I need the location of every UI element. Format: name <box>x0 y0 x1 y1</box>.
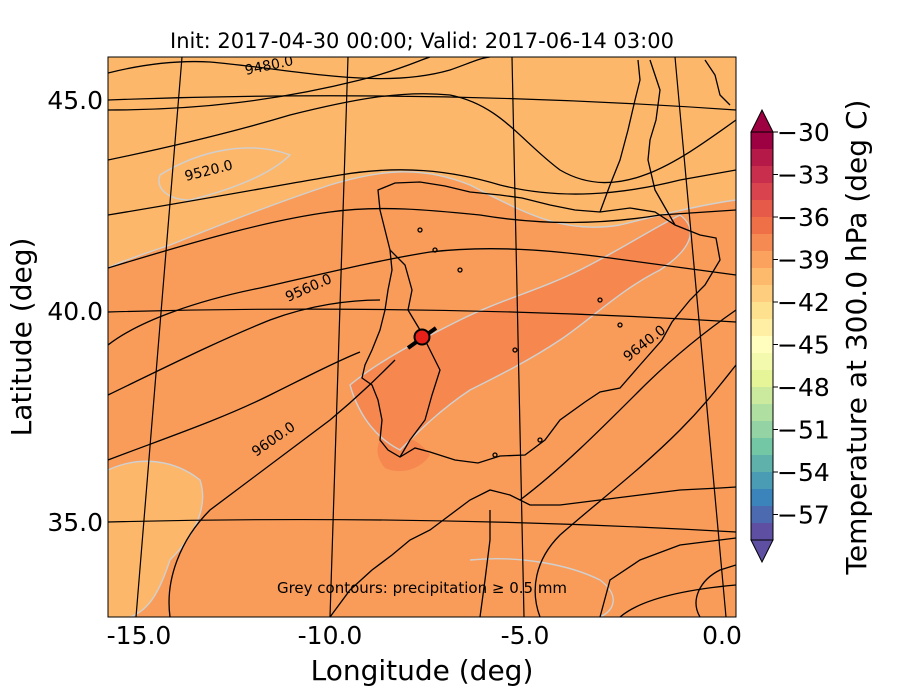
colorbar-frame <box>750 131 774 541</box>
y-tick-label: 35.0 <box>47 508 103 537</box>
colorbar-tick-label: −45 <box>777 331 830 360</box>
colorbar-swatch <box>751 472 773 490</box>
colorbar-tick-label: −48 <box>777 373 830 402</box>
colorbar-swatch <box>751 336 773 354</box>
precipitation-contours <box>108 147 736 617</box>
colorbar-label: Temperature at 300.0 hPa (deg C) <box>840 100 873 576</box>
morocco-border <box>479 510 491 617</box>
colorbar-tick-label: −42 <box>777 288 830 317</box>
meridian-5w <box>511 57 525 617</box>
north-africa-coast <box>329 486 736 617</box>
pyrenees-border <box>647 59 676 226</box>
precipitation-annotation: Grey contours: precipitation ≥ 0.5 mm <box>277 579 567 597</box>
algeria-border <box>599 537 736 617</box>
colorbar: −30 −33 −36 −39 −42 −45 −48 −51 −54 −57 <box>750 108 830 564</box>
y-axis-label: Latitude (deg) <box>5 238 38 437</box>
colorbar-swatch <box>751 455 773 473</box>
colorbar-tick-label: −51 <box>777 416 830 445</box>
parallel-45 <box>108 95 736 111</box>
temperature-field-warm-band <box>350 215 691 450</box>
y-tick-label: 40.0 <box>47 297 103 326</box>
coastlines <box>329 59 736 617</box>
colorbar-swatch <box>751 217 773 235</box>
x-tick-label: -5.0 <box>501 621 550 650</box>
colorbar-swatch <box>751 489 773 507</box>
colorbar-swatch <box>751 438 773 456</box>
x-tick-label: 0.0 <box>702 621 742 650</box>
meridian-15w <box>135 57 183 617</box>
parallel-40 <box>108 308 736 323</box>
location-marker <box>413 328 431 346</box>
colorbar-tick-label: −57 <box>777 501 830 530</box>
x-axis: -15.0 -10.0 -5.0 0.0 <box>107 621 742 650</box>
x-tick-label: -15.0 <box>107 621 172 650</box>
colorbar-swatch <box>751 370 773 388</box>
colorbar-extend-bottom <box>750 539 774 564</box>
colorbar-tick-label: −30 <box>777 118 830 147</box>
colorbar-swatch <box>751 132 773 150</box>
colorbar-swatch <box>751 506 773 524</box>
colorbar-swatch <box>751 268 773 286</box>
colorbar-tick-label: −39 <box>777 246 830 275</box>
colorbar-tick-label: −36 <box>777 203 830 232</box>
colorbar-swatch <box>751 421 773 439</box>
x-tick-label: -10.0 <box>298 621 363 650</box>
iberia-coastline <box>361 181 721 464</box>
colorbar-swatch <box>751 234 773 252</box>
colorbar-swatch <box>751 166 773 184</box>
y-axis: 45.0 40.0 35.0 <box>47 86 103 537</box>
figure-title: Init: 2017-04-30 00:00; Valid: 2017-06-1… <box>170 29 674 53</box>
x-axis-label: Longitude (deg) <box>311 654 534 687</box>
y-tick-label: 45.0 <box>47 86 103 115</box>
map-area: 9480.0 9520.0 9560.0 9600.0 9640.0 Grey … <box>108 57 736 617</box>
colorbar-tick-label: −33 <box>777 161 830 190</box>
colorbar-swatch <box>751 404 773 422</box>
colorbar-swatch <box>751 319 773 337</box>
colorbar-swatch <box>751 353 773 371</box>
colorbar-extend-top <box>750 108 774 133</box>
colorbar-tick-label: −54 <box>777 458 830 487</box>
colorbar-swatch <box>751 251 773 269</box>
colorbar-swatch <box>751 183 773 201</box>
colorbar-swatch <box>751 149 773 167</box>
colorbar-swatch <box>751 387 773 405</box>
colorbar-swatch <box>751 200 773 218</box>
meridian-10w <box>329 57 349 617</box>
height-contours <box>108 57 736 617</box>
temperature-field-cold-patch <box>159 147 290 200</box>
colorbar-swatch <box>751 285 773 303</box>
colorbar-swatch <box>751 302 773 320</box>
parallel-35 <box>108 518 736 533</box>
temperature-field-cold-southwest <box>108 461 203 617</box>
temperature-field-cold-north <box>108 57 736 268</box>
france-coast <box>599 59 641 213</box>
portugal-spain-border <box>389 249 441 458</box>
colorbar-swatch <box>751 523 773 541</box>
map-frame <box>107 56 737 618</box>
